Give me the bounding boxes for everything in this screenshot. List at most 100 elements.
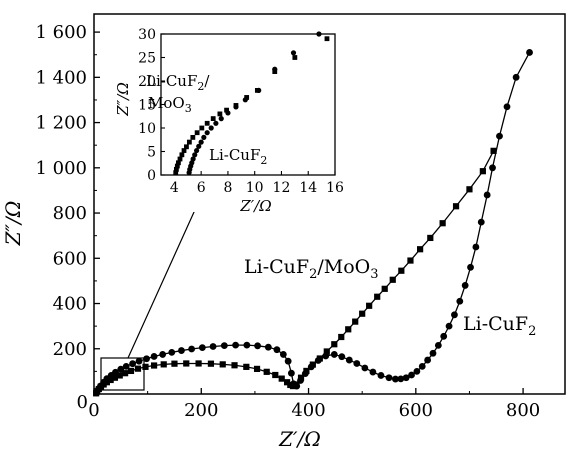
data-point-circle	[392, 375, 399, 383]
data-point-circle	[213, 120, 219, 126]
data-point-square	[204, 120, 210, 126]
data-point-square	[323, 348, 330, 355]
data-point-circle	[143, 355, 150, 363]
data-point-square	[289, 382, 297, 390]
inset-y-tick-label: 30	[138, 27, 156, 43]
inset-x-tick-label: 14	[299, 180, 317, 196]
inset-annotation-li-cuf2: Li-CuF2	[209, 146, 267, 167]
data-point-square	[207, 360, 215, 367]
iann1-tail: /	[204, 72, 210, 90]
data-point-circle	[178, 347, 185, 354]
data-point-circle	[385, 374, 393, 382]
data-point-circle	[273, 346, 281, 354]
ann1-base: Li-CuF	[244, 256, 309, 278]
y-tick-label: 1 400	[35, 67, 87, 88]
data-point-square	[174, 163, 180, 169]
inset-x-tick-label: 4	[170, 180, 179, 196]
iann1-line2-sub: 3	[185, 102, 192, 115]
data-point-square	[210, 116, 216, 121]
data-point-square	[466, 186, 473, 193]
inset-x-axis-label: Z′/Ω	[239, 197, 271, 215]
data-point-square	[177, 156, 183, 162]
iann2-sub: 2	[260, 154, 267, 167]
data-point-square	[272, 69, 278, 74]
data-point-square	[309, 361, 316, 368]
data-point-square	[427, 234, 434, 242]
data-point-circle	[353, 360, 361, 367]
data-point-square	[160, 361, 167, 368]
data-point-circle	[254, 342, 261, 350]
data-point-circle	[413, 367, 421, 375]
x-tick-label: 400	[291, 400, 325, 421]
iann1-sub: 2	[197, 80, 204, 93]
data-point-square	[122, 370, 129, 377]
data-point-square	[297, 374, 305, 381]
data-point-circle	[345, 356, 353, 364]
data-point-circle	[190, 156, 196, 162]
data-point-square	[134, 365, 142, 372]
y-tick-label: 600	[53, 248, 87, 269]
data-point-square	[389, 276, 396, 283]
data-point-circle	[434, 341, 442, 349]
main-li-cuf2-moo3	[93, 147, 497, 397]
data-point-square	[103, 379, 110, 386]
x-tick-label: 600	[399, 400, 433, 421]
iann1-line2-base: MoO	[148, 94, 185, 112]
ann1-sub2: 3	[370, 267, 378, 282]
data-point-square	[199, 125, 205, 131]
y-tick-label: 1 600	[35, 22, 87, 43]
data-point-circle	[150, 353, 158, 360]
data-point-circle	[361, 364, 369, 372]
data-point-square	[374, 293, 381, 300]
data-point-circle	[198, 139, 204, 145]
inset-y-tick-label: 5	[147, 145, 156, 161]
data-point-square	[490, 147, 497, 154]
y-tick-label: 1 200	[35, 113, 87, 134]
data-point-square	[263, 368, 270, 375]
data-point-square	[181, 148, 187, 153]
data-point-square	[217, 111, 223, 117]
data-point-square	[184, 144, 189, 150]
data-point-circle	[194, 147, 200, 154]
inset-y-tick-label: 15	[138, 98, 156, 114]
data-point-square	[254, 88, 260, 93]
main-series	[93, 49, 533, 397]
data-point-circle	[526, 49, 533, 56]
data-point-square	[359, 310, 366, 317]
data-point-square	[407, 257, 414, 264]
data-point-circle	[188, 345, 196, 353]
annotation-li-cuf2-moo3: Li-CuF2/MoO3	[244, 256, 379, 282]
data-point-circle	[204, 130, 210, 136]
data-point-circle	[456, 297, 464, 305]
data-point-circle	[330, 351, 338, 358]
data-point-circle	[159, 351, 167, 358]
y-tick-label: 200	[53, 339, 87, 360]
data-point-circle	[168, 348, 176, 356]
data-point-circle	[472, 243, 480, 251]
data-point-circle	[503, 103, 511, 111]
data-point-square	[233, 103, 239, 108]
data-point-square	[417, 246, 424, 253]
data-point-square	[179, 152, 185, 158]
data-point-circle	[192, 152, 198, 158]
data-point-circle	[467, 263, 474, 271]
data-point-square	[176, 160, 181, 166]
data-point-circle	[220, 342, 228, 349]
y-tick-label-zero: 0	[77, 392, 88, 413]
inset-panel: 4 6 8 10 12 14 16 0 5 10 15 20 25 30 Z′/Ω Z″/Ω	[108, 22, 348, 215]
data-point-square	[195, 360, 202, 367]
annotation-li-cuf2: Li-CuF2	[463, 313, 536, 339]
data-point-square	[253, 365, 261, 372]
data-point-square	[316, 355, 323, 362]
data-point-circle	[218, 116, 224, 122]
inset-y-axis-label: Z″/Ω	[114, 82, 132, 117]
data-point-square	[111, 374, 119, 381]
inset-y-tick-label: 0	[147, 168, 156, 184]
data-point-circle	[201, 134, 207, 140]
data-point-square	[398, 267, 405, 274]
data-point-square	[224, 107, 229, 113]
y-tick-label: 800	[53, 203, 87, 224]
data-point-circle	[135, 357, 143, 365]
